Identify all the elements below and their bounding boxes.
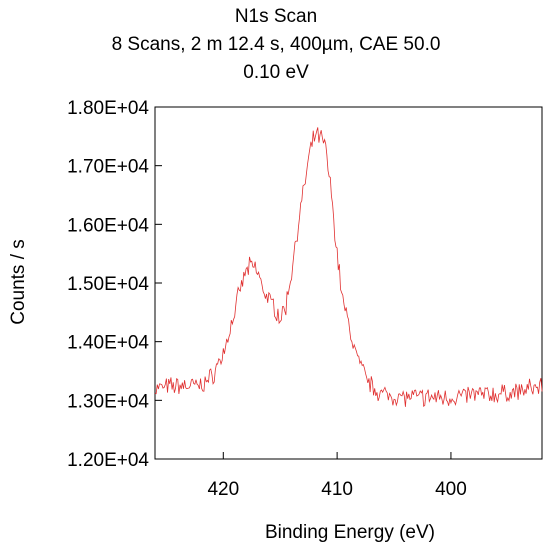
plot-area — [154, 106, 543, 460]
x-tick-label: 410 — [321, 479, 353, 500]
x-tick-label: 420 — [207, 479, 239, 500]
chart-subtitle-step-size: 0.10 eV — [243, 62, 309, 83]
chart-title: N1s Scan — [235, 6, 317, 27]
y-tick-label: 1.80E+04 — [67, 98, 149, 119]
x-axis-label: Binding Energy (eV) — [265, 522, 435, 543]
y-tick-label: 1.20E+04 — [67, 450, 149, 471]
x-axis: 420 410 400 — [207, 452, 467, 500]
y-axis-label: Counts / s — [8, 239, 29, 325]
y-axis: 1.20E+04 1.30E+04 1.40E+04 1.50E+04 1.60E+04… — [67, 98, 162, 471]
y-tick-label: 1.70E+04 — [67, 157, 149, 178]
y-tick-label: 1.50E+04 — [67, 274, 149, 295]
series-line-n1s — [154, 127, 543, 408]
x-tick-label: 400 — [435, 479, 467, 500]
y-tick-label: 1.60E+04 — [67, 215, 149, 236]
chart-subtitle-scan-info: 8 Scans, 2 m 12.4 s, 400µm, CAE 50.0 — [112, 34, 441, 55]
y-tick-label: 1.40E+04 — [67, 333, 149, 354]
y-tick-label: 1.30E+04 — [67, 391, 149, 412]
